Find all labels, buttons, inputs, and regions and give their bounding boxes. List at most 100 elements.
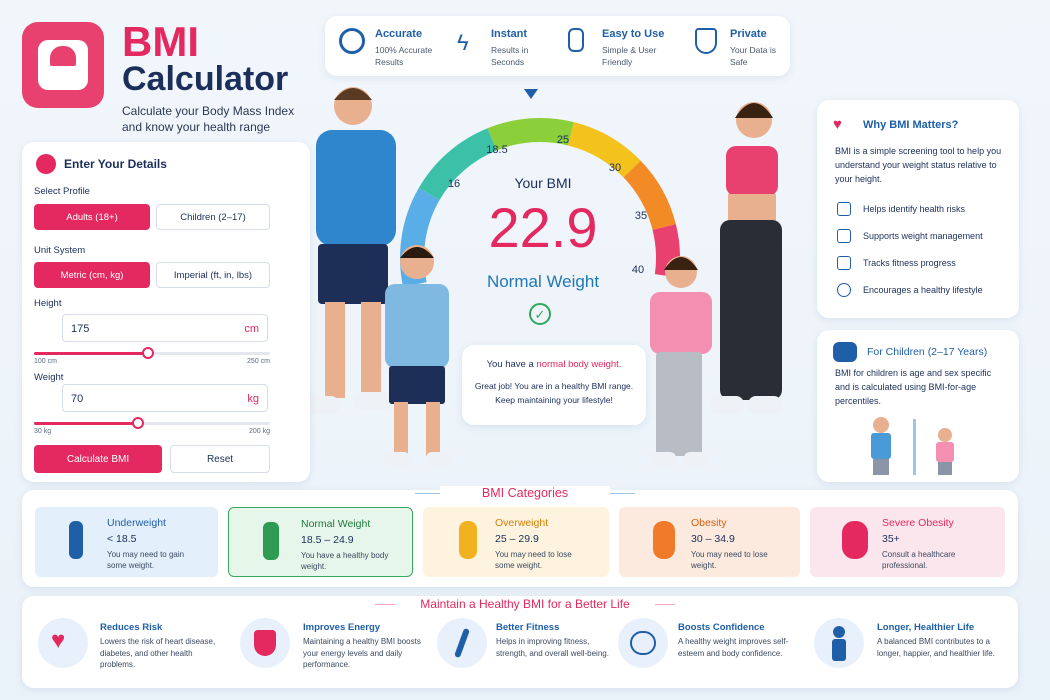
app-title-sub: Calculator [122, 60, 289, 98]
weight-label: Weight [34, 372, 64, 383]
gauge-segment [487, 118, 574, 151]
gauge-segment [567, 122, 641, 178]
reset-button[interactable]: Reset [170, 445, 270, 473]
tip-icon [240, 618, 290, 668]
features-bar: Accurate 100% Accurate Results Instant R… [325, 16, 790, 76]
gauge-tick: 35 [634, 210, 648, 222]
feature-icon [695, 28, 717, 54]
weight-max: 200 kg [248, 428, 270, 435]
message-line: You have a normal body weight. [462, 359, 646, 370]
weight-value: 70 [71, 393, 84, 405]
tip-icon [437, 618, 487, 668]
unit-label: Unit System [34, 245, 86, 256]
height-min: 100 cm [34, 358, 57, 365]
category-range: < 18.5 [107, 533, 137, 545]
message-lead: You have a [486, 359, 534, 370]
category-name: Overweight [495, 517, 549, 529]
weight-unit: kg [247, 393, 259, 405]
category-desc: You may need to gain some weight. [107, 550, 185, 570]
tip-icon [618, 618, 668, 668]
weight-min: 30 kg [34, 428, 52, 435]
unit-metric[interactable]: Metric (cm, kg) [34, 262, 150, 288]
feature-title: Instant [491, 28, 528, 40]
feature-title: Easy to Use [602, 28, 665, 40]
height-value: 175 [71, 323, 90, 335]
feature-title: Private [730, 28, 767, 40]
weight-slider[interactable] [34, 422, 270, 425]
tip-title: Better Fitness [496, 622, 560, 633]
gauge-tick: 40 [631, 264, 645, 276]
category-card: Underweight < 18.5 You may need to gain … [35, 507, 218, 577]
unit-imperial[interactable]: Imperial (ft, in, lbs) [156, 262, 270, 288]
tip-icon: ♥ [38, 618, 88, 668]
category-icon [263, 522, 279, 560]
why-text: BMI is a simple screening tool to help y… [835, 146, 1002, 184]
category-icon [69, 521, 83, 559]
tip-text: Helps in improving fitness, strength, an… [496, 637, 609, 658]
calculate-button[interactable]: Calculate BMI [34, 445, 162, 473]
bmi-value: 22.9 [488, 196, 598, 259]
form-heading: Enter Your Details [64, 157, 167, 171]
why-item-icon [837, 256, 851, 270]
children-icon [833, 342, 857, 362]
category-icon [459, 521, 477, 559]
app-title: BMI [122, 18, 199, 65]
profile-adults[interactable]: Adults (18+) [34, 204, 150, 230]
children-illustration [871, 417, 954, 475]
category-card: Severe Obesity 35+ Consult a healthcare … [810, 507, 1005, 577]
tip-title: Improves Energy [303, 622, 381, 633]
feature-desc: Results in Seconds [491, 45, 529, 67]
height-unit: cm [244, 323, 259, 335]
message-detail: Great job! You are in a healthy BMI rang… [474, 381, 634, 405]
profile-children[interactable]: Children (2–17) [156, 204, 270, 230]
tip-text: A balanced BMI contributes to a longer, … [877, 637, 995, 658]
height-slider-thumb[interactable] [142, 347, 154, 359]
category-card: Overweight 25 – 29.9 You may need to los… [423, 507, 609, 577]
category-icon [842, 521, 868, 559]
categories-title: BMI Categories [440, 486, 610, 500]
weight-slider-fill [34, 422, 138, 425]
tip-title: Boosts Confidence [678, 622, 765, 633]
weight-slider-thumb[interactable] [132, 417, 144, 429]
app-logo [22, 22, 104, 108]
category-range: 25 – 29.9 [495, 533, 539, 545]
form-icon [36, 154, 56, 174]
why-item-icon [837, 283, 851, 297]
children-text: BMI for children is age and sex specific… [835, 368, 992, 406]
gauge-segment [418, 128, 497, 201]
category-desc: Consult a healthcare professional. [882, 550, 956, 570]
why-panel: ♥ Why BMI Matters? BMI is a simple scree… [817, 100, 1019, 318]
category-name: Normal Weight [301, 518, 371, 530]
gauge-tick: 16 [447, 178, 461, 190]
tip-icon [814, 618, 864, 668]
category-name: Obesity [691, 517, 727, 529]
gauge-segment [623, 160, 676, 231]
height-label: Height [34, 298, 62, 309]
tip-title: Longer, Healthier Life [877, 622, 975, 633]
bmi-status: Normal Weight [486, 272, 600, 291]
category-card-active: Normal Weight 18.5 – 24.9 You have a hea… [228, 507, 413, 577]
feature-desc: 100% Accurate Results [375, 45, 433, 67]
category-range: 30 – 34.9 [691, 533, 735, 545]
feature-icon [568, 28, 584, 52]
feature-desc: Your Data is Safe [730, 45, 776, 67]
gauge-pointer [524, 89, 538, 99]
children-panel: For Children (2–17 Years) BMI for childr… [817, 330, 1019, 482]
why-title: Why BMI Matters? [863, 119, 959, 131]
feature-icon: ϟ [457, 30, 469, 55]
details-form: Enter Your Details Select Profile Adults… [22, 142, 310, 482]
category-card: Obesity 30 – 34.9 You may need to lose w… [619, 507, 800, 577]
children-title: For Children (2–17 Years) [867, 346, 988, 358]
category-name: Underweight [107, 517, 166, 529]
feature-desc: Simple & User Friendly [602, 45, 657, 67]
category-name: Severe Obesity [882, 517, 954, 529]
tip-text: Lowers the risk of heart disease, diabet… [100, 637, 216, 669]
weight-input[interactable]: 70 kg [62, 384, 268, 412]
height-max: 250 cm [247, 358, 270, 365]
category-desc: You may need to lose some weight. [495, 550, 572, 570]
feature-icon [339, 28, 365, 54]
height-input[interactable]: 175 cm [62, 314, 268, 342]
why-item-icon [837, 202, 851, 216]
